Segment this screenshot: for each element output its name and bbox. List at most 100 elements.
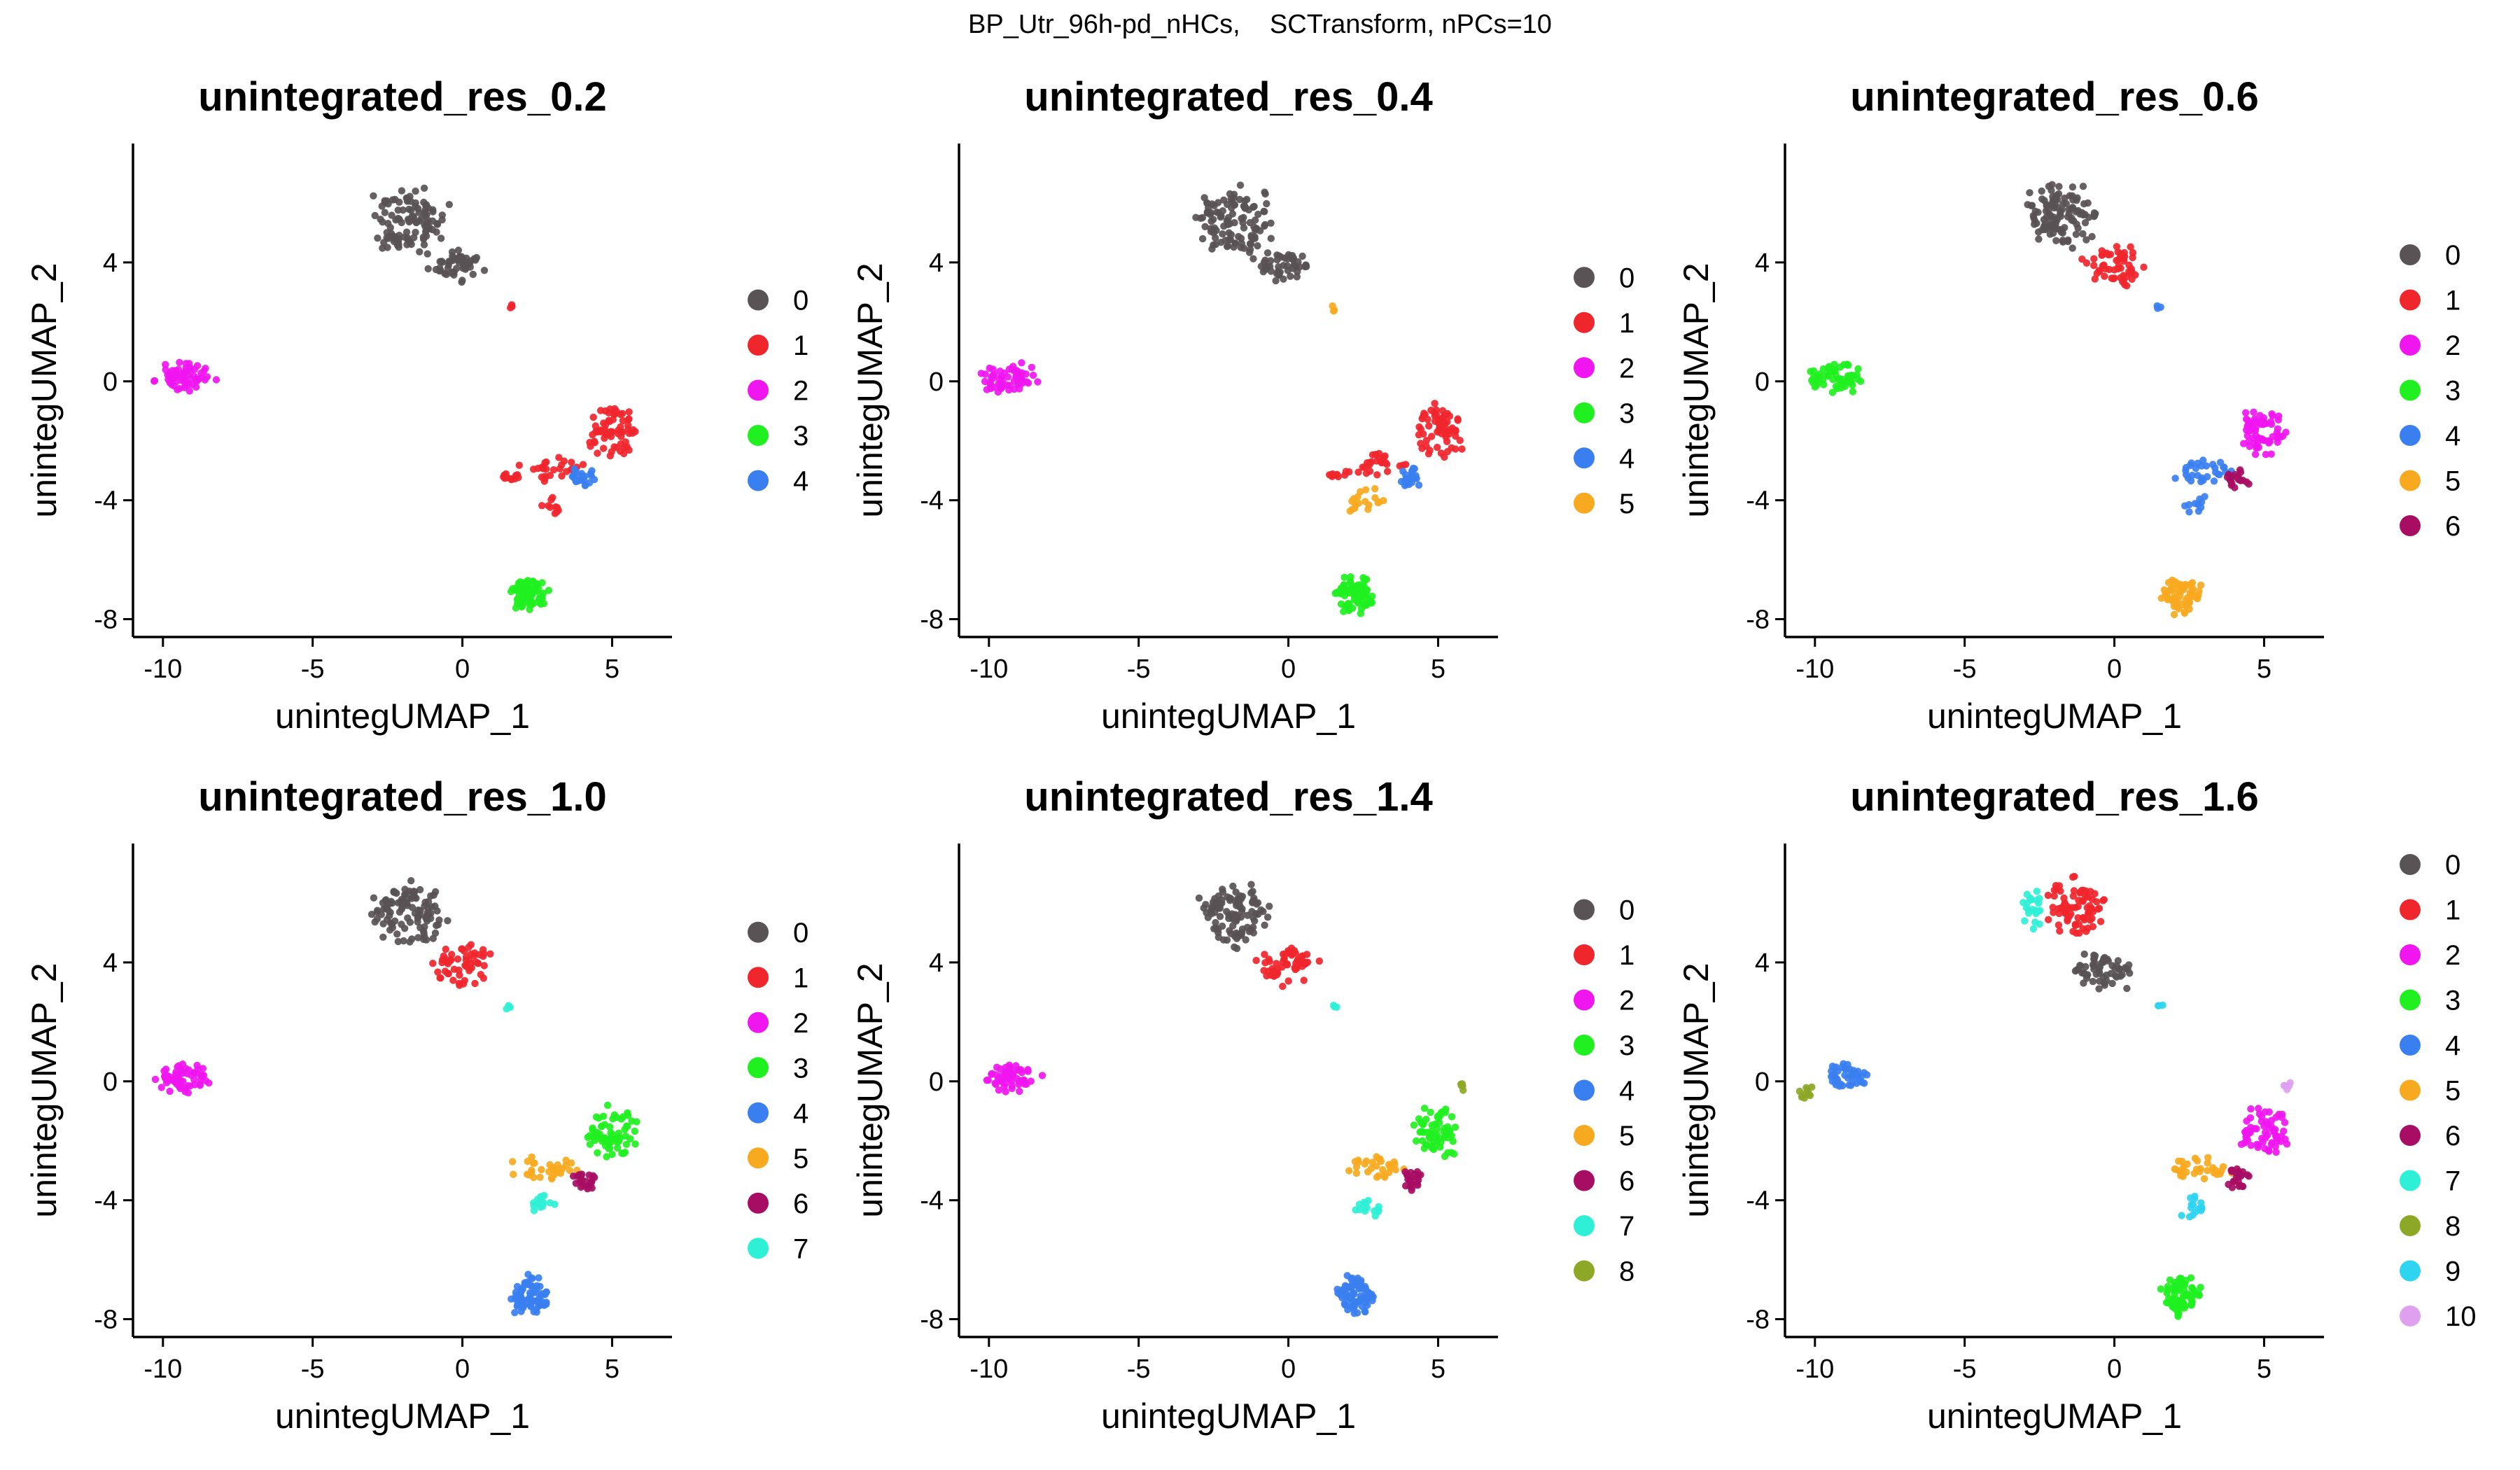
point-cluster-1 (2091, 890, 2099, 897)
point-cluster-2 (172, 1071, 180, 1079)
point-cluster-2 (2261, 1128, 2269, 1136)
point-cluster-3 (1366, 599, 1375, 607)
point-cluster-0 (1223, 200, 1231, 209)
point-cluster-1 (611, 405, 619, 413)
point-cluster-5 (1354, 499, 1362, 507)
point-cluster-2 (2244, 1136, 2252, 1144)
point-cluster-1 (2078, 886, 2086, 895)
point-cluster-3 (1440, 1128, 1448, 1136)
point-cluster-1 (470, 949, 479, 957)
point-cluster-0 (2074, 224, 2082, 232)
point-cluster-5 (1351, 504, 1359, 512)
point-cluster-0 (2073, 194, 2081, 202)
point-cluster-4 (1841, 1065, 1849, 1072)
point-cluster-1 (1284, 977, 1292, 985)
point-cluster-0 (1261, 188, 1268, 196)
point-cluster-1 (1448, 424, 1456, 432)
legend-label: 2 (793, 1008, 808, 1039)
point-cluster-1 (2082, 927, 2090, 935)
point-cluster-4 (1827, 1072, 1835, 1081)
point-cluster-1 (1373, 471, 1381, 479)
point-cluster-4 (1343, 1283, 1351, 1291)
point-cluster-9 (2188, 1200, 2195, 1209)
y-tick-label: -8 (94, 606, 118, 635)
point-cluster-0 (422, 202, 430, 209)
point-cluster-2 (166, 1087, 174, 1096)
y-tick-label: -4 (94, 486, 118, 516)
point-cluster-2 (2255, 1105, 2262, 1112)
point-cluster-2 (977, 370, 985, 377)
point-cluster-2 (181, 382, 189, 389)
point-cluster-0 (454, 246, 463, 254)
point-cluster-3 (1331, 589, 1339, 597)
point-cluster-5 (2176, 582, 2184, 590)
point-cluster-5 (2197, 581, 2205, 589)
point-cluster-3 (545, 587, 553, 594)
point-cluster-0 (1242, 936, 1250, 944)
point-cluster-4 (525, 1294, 533, 1303)
point-cluster-1 (2045, 916, 2052, 923)
point-cluster-0 (2090, 209, 2099, 217)
y-tick-label: 0 (1755, 1068, 1770, 1097)
point-cluster-5 (536, 1173, 544, 1181)
point-cluster-5 (1373, 1173, 1381, 1181)
y-axis-label: unintegUMAP_2 (850, 962, 890, 1217)
point-cluster-2 (169, 371, 177, 379)
point-cluster-4 (1858, 1079, 1866, 1086)
point-cluster-4 (1849, 1079, 1856, 1086)
point-cluster-0 (416, 924, 424, 932)
point-cluster-0 (2068, 183, 2077, 191)
point-cluster-4 (1368, 1296, 1376, 1305)
point-cluster-1 (1456, 437, 1464, 444)
legend-label: 10 (2445, 1301, 2477, 1332)
point-cluster-3 (1450, 1150, 1458, 1158)
point-cluster-0 (433, 220, 441, 227)
point-cluster-10 (2285, 1082, 2293, 1090)
point-cluster-5 (550, 1171, 558, 1179)
point-cluster-3 (2157, 1285, 2165, 1293)
y-tick-label: -4 (94, 1186, 118, 1216)
point-cluster-1 (631, 428, 639, 435)
point-cluster-3 (1337, 600, 1345, 608)
legend-swatch (1574, 492, 1595, 514)
point-cluster-4 (524, 1270, 532, 1278)
point-cluster-5 (538, 1166, 545, 1174)
point-cluster-2 (1006, 1075, 1014, 1084)
legend-label: 8 (2445, 1211, 2460, 1242)
y-axis-label: unintegUMAP_2 (1676, 962, 1716, 1217)
x-tick-label: 0 (2107, 654, 2122, 684)
point-cluster-4 (1355, 1297, 1364, 1306)
point-cluster-3 (1433, 1130, 1441, 1138)
point-cluster-2 (2267, 1122, 2275, 1130)
point-cluster-0 (1227, 231, 1236, 239)
chart-title: unintegrated_res_1.4 (1024, 774, 1432, 820)
point-cluster-3 (2187, 1295, 2194, 1303)
point-cluster-8 (1804, 1091, 1812, 1098)
y-tick-label: -4 (920, 486, 944, 516)
point-cluster-4 (2171, 475, 2179, 482)
point-cluster-2 (1008, 365, 1016, 373)
point-cluster-1 (1261, 959, 1269, 967)
point-cluster-0 (1238, 892, 1247, 900)
x-tick-label: -10 (1795, 654, 1834, 684)
legend-swatch (2400, 1125, 2421, 1146)
point-cluster-3 (538, 579, 546, 587)
point-cluster-3 (1821, 371, 1829, 379)
point-cluster-5 (2175, 1157, 2183, 1165)
point-cluster-0 (2045, 183, 2053, 190)
x-tick-label: -5 (301, 1354, 325, 1384)
point-cluster-5 (508, 1158, 517, 1166)
point-cluster-1 (1454, 416, 1462, 424)
y-tick-label: 4 (1755, 248, 1770, 278)
point-cluster-2 (2282, 428, 2290, 436)
point-cluster-0 (2113, 962, 2120, 969)
point-cluster-4 (1350, 1306, 1357, 1313)
point-cluster-2 (2274, 438, 2281, 446)
point-cluster-2 (181, 369, 189, 377)
legend-swatch (748, 921, 769, 943)
point-cluster-2 (2250, 408, 2258, 416)
x-tick-label: 0 (1281, 654, 1296, 684)
point-cluster-3 (507, 587, 515, 596)
point-cluster-0 (370, 192, 377, 200)
legend-swatch (748, 470, 769, 491)
